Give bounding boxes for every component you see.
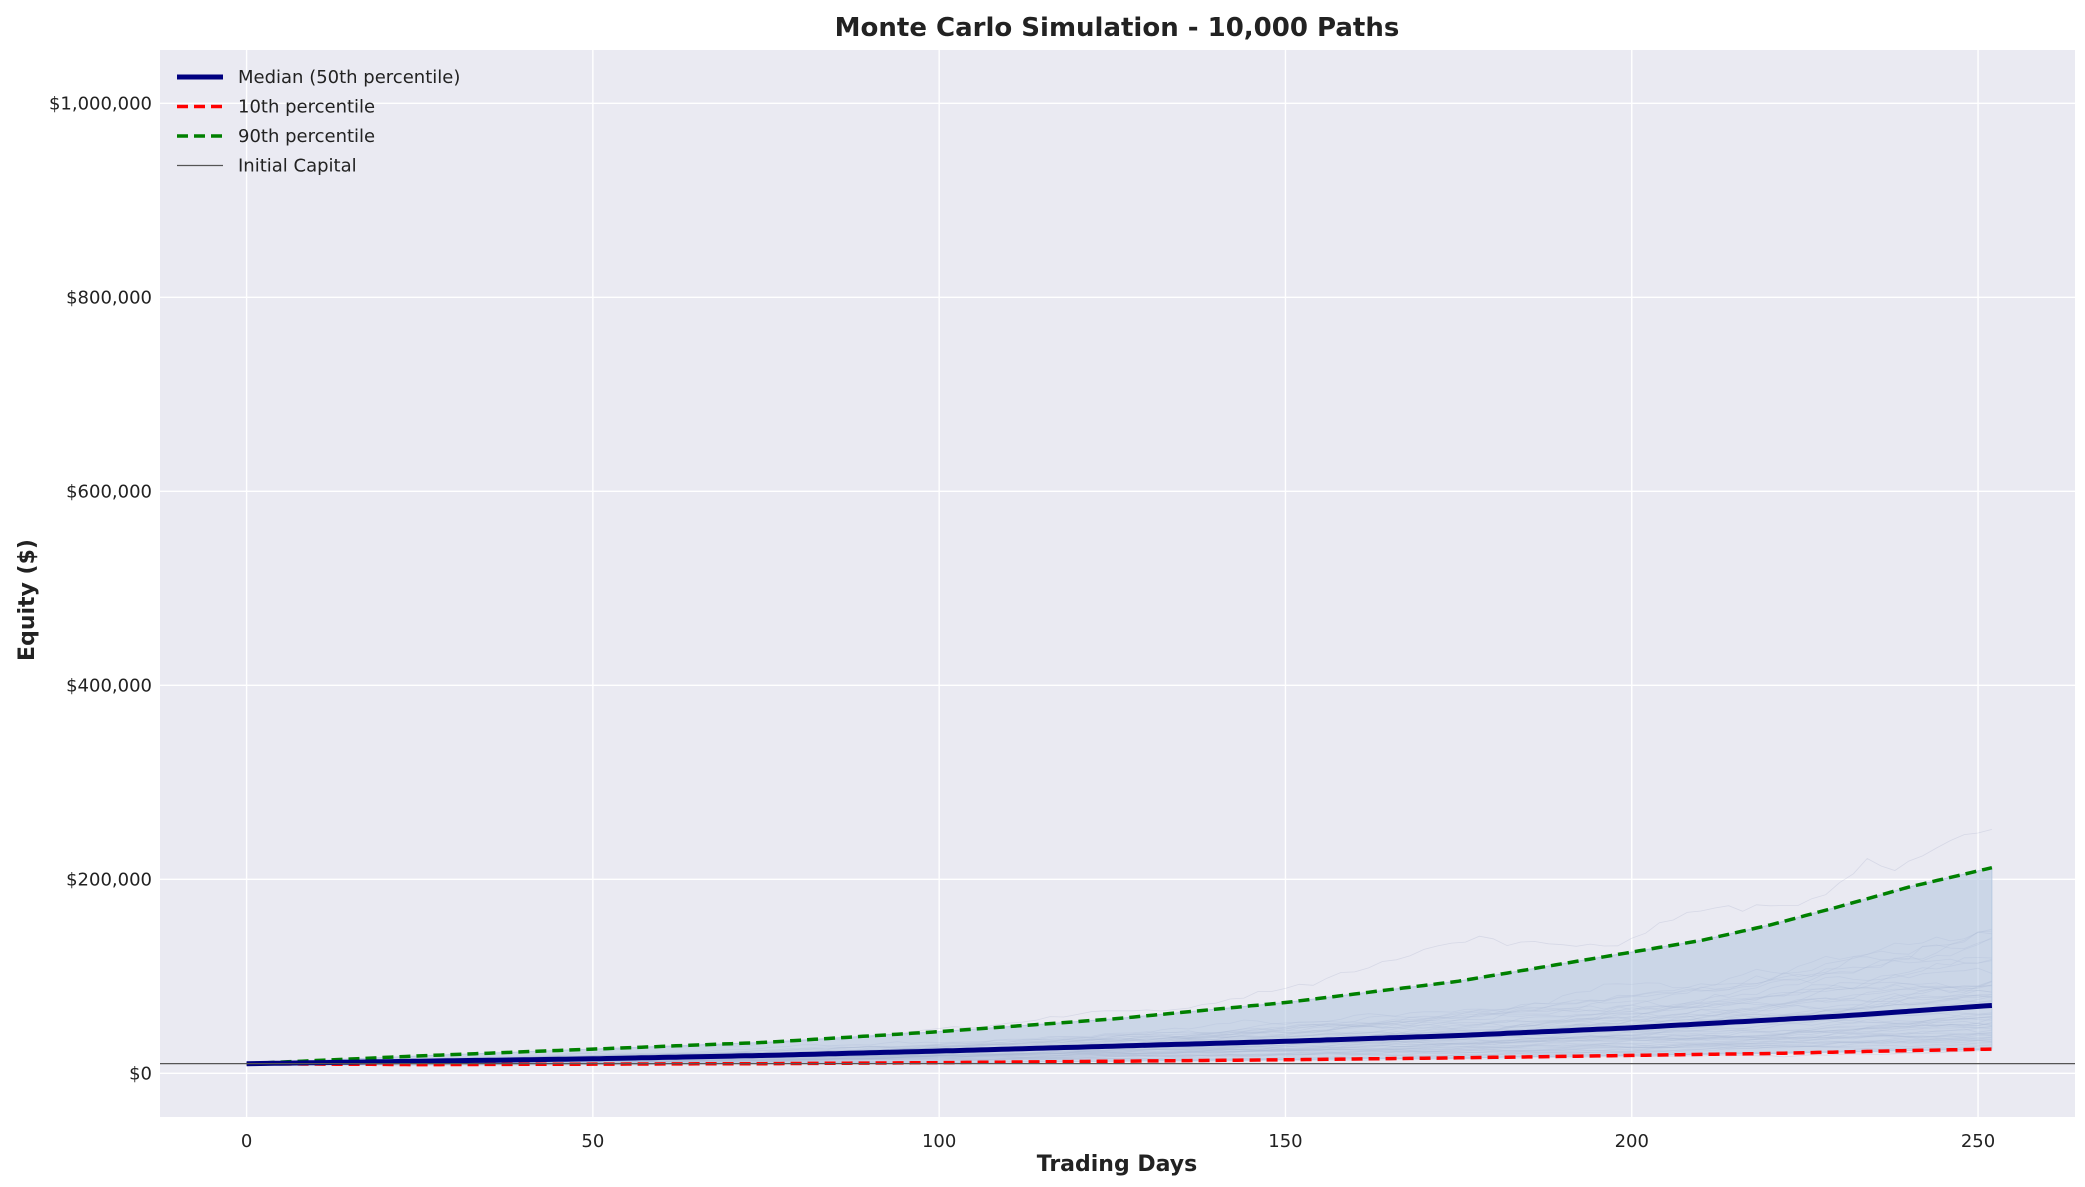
legend-label-p10: 10th percentile [238, 97, 375, 118]
y-tick-label-5: $1,000,000 [49, 93, 152, 114]
grid-lines [160, 50, 2075, 1117]
series-line-p10 [246, 1047, 1992, 1067]
x-tick-label-5: 250 [1961, 1131, 1995, 1152]
x-tick-label-2: 100 [922, 1131, 956, 1152]
y-tick-label-1: $200,000 [66, 869, 152, 890]
x-tick-label-0: 0 [241, 1131, 252, 1152]
y-tick-label-0: $0 [129, 1063, 152, 1084]
series-line-median [246, 1003, 1993, 1067]
series-lines [160, 865, 2075, 1067]
legend-label-median: Median (50th percentile) [238, 67, 460, 88]
legend-label-p90: 90th percentile [238, 126, 375, 147]
chart-title: Monte Carlo Simulation - 10,000 Paths [835, 13, 1400, 43]
x-axis-label: Trading Days [1037, 1152, 1198, 1177]
y-axis-label: Equity ($) [15, 539, 40, 661]
legend: Median (50th percentile) 10th percentile 9… [177, 67, 460, 177]
series-line-p90 [246, 865, 1993, 1066]
y-tick-label-2: $400,000 [66, 675, 152, 696]
y-tick-label-4: $800,000 [66, 287, 152, 308]
legend-label-initial-capital: Initial Capital [238, 156, 357, 177]
x-tick-label-3: 150 [1268, 1131, 1302, 1152]
tick-labels: 0 50 100 150 200 250 $0 $200,000 $400,000 $600,00… [49, 93, 1995, 1152]
y-tick-label-3: $600,000 [66, 481, 152, 502]
x-tick-label-4: 200 [1615, 1131, 1649, 1152]
x-tick-label-1: 50 [581, 1131, 604, 1152]
